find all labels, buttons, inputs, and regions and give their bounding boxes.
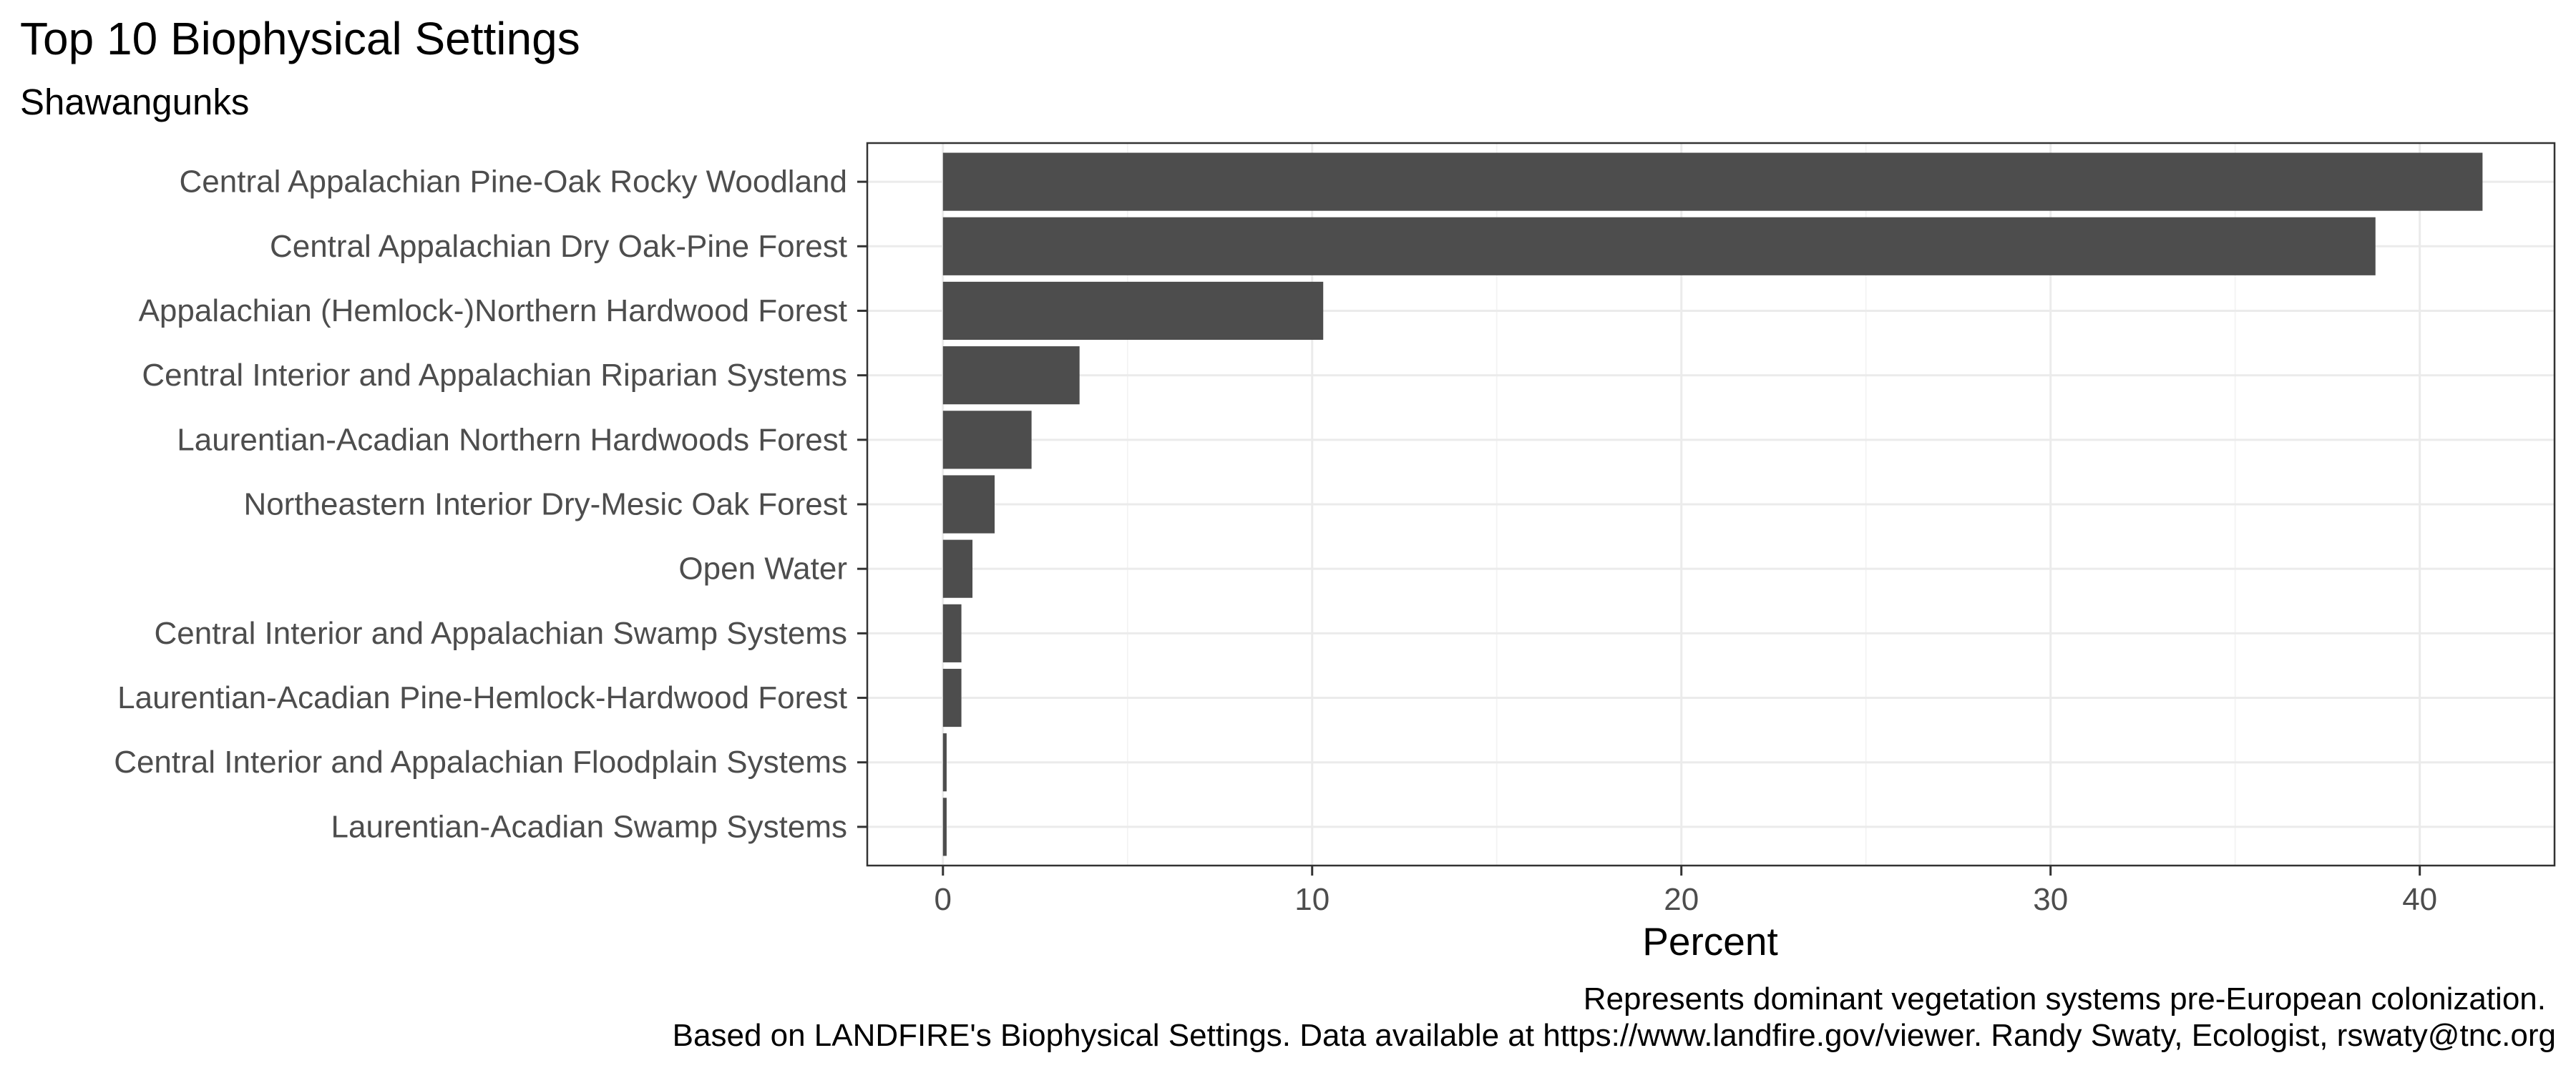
category-label: Appalachian (Hemlock-)Northern Hardwood … <box>139 293 847 328</box>
bar <box>942 281 1324 340</box>
category-label: Open Water <box>678 552 847 587</box>
chart-title: Top 10 Biophysical Settings <box>20 13 580 64</box>
x-tick-label: 40 <box>2402 882 2437 917</box>
category-label: Central Appalachian Pine-Oak Rocky Woodl… <box>180 165 848 200</box>
x-axis-title: Percent <box>1642 919 1778 964</box>
x-tick-label: 0 <box>935 882 952 917</box>
bar <box>942 346 1080 405</box>
x-tick-label: 10 <box>1294 882 1330 917</box>
bar <box>942 539 973 598</box>
category-label: Laurentian-Acadian Swamp Systems <box>331 809 847 844</box>
category-label: Laurentian-Acadian Pine-Hemlock-Hardwood… <box>117 680 847 715</box>
category-label: Central Interior and Appalachian Riparia… <box>142 358 847 393</box>
caption-line-2: Based on LANDFIRE's Biophysical Settings… <box>673 1018 2556 1053</box>
bar <box>942 668 962 727</box>
bar <box>942 475 995 534</box>
x-tick-label: 30 <box>2033 882 2068 917</box>
bar <box>942 217 2376 275</box>
category-label: Laurentian-Acadian Northern Hardwoods Fo… <box>177 422 847 457</box>
chart-subtitle: Shawangunks <box>20 82 249 122</box>
caption-line-1: Represents dominant vegetation systems p… <box>1584 981 2546 1016</box>
bar <box>942 604 962 662</box>
bar <box>942 411 1032 469</box>
bar <box>942 152 2483 211</box>
bar <box>942 733 947 792</box>
category-label: Central Interior and Appalachian Swamp S… <box>155 616 848 651</box>
category-label: Northeastern Interior Dry-Mesic Oak Fore… <box>243 487 847 522</box>
bars <box>942 152 2483 856</box>
category-label: Central Appalachian Dry Oak-Pine Forest <box>270 229 847 264</box>
category-label: Central Interior and Appalachian Floodpl… <box>114 745 847 780</box>
x-tick-label: 20 <box>1664 882 1699 917</box>
bar <box>942 798 947 856</box>
category-axis: Central Appalachian Pine-Oak Rocky Woodl… <box>114 165 867 844</box>
value-axis: 0 10 20 30 40 <box>935 866 2437 917</box>
